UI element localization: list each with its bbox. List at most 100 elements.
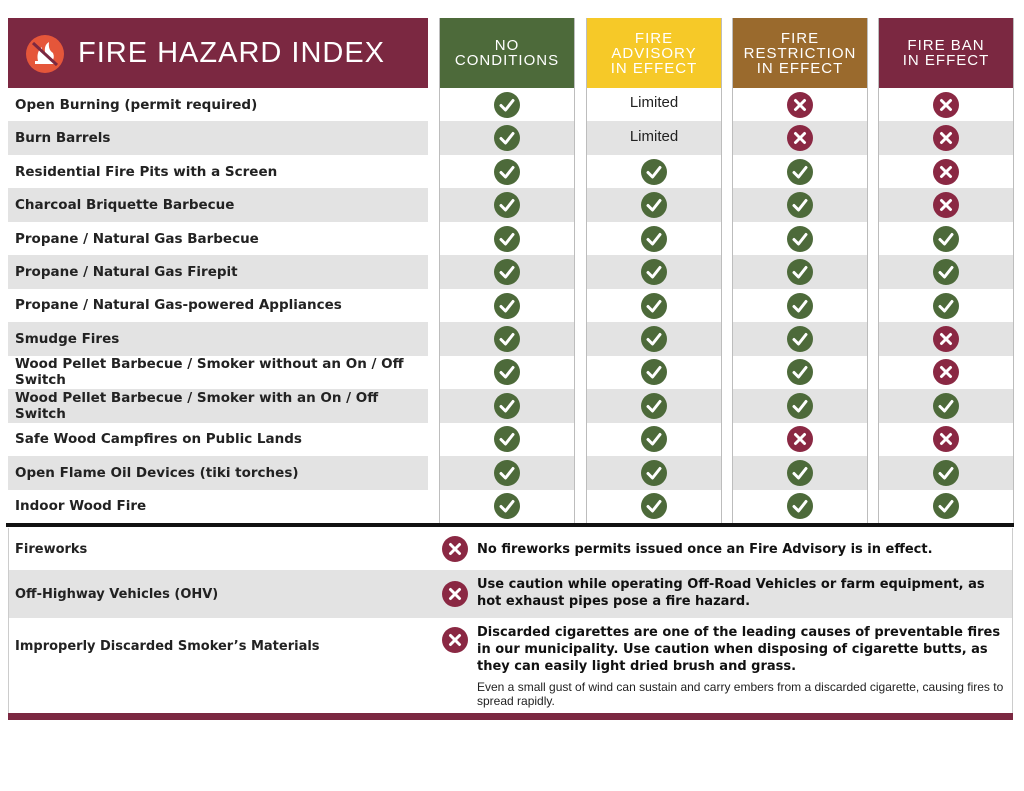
fire-icon [26, 35, 64, 73]
check-icon [494, 225, 520, 252]
check-icon [494, 359, 520, 386]
x-icon [933, 426, 959, 453]
x-icon [787, 125, 813, 152]
x-icon [787, 91, 813, 118]
row-label: Indoor Wood Fire [8, 489, 428, 523]
check-icon [494, 426, 520, 453]
check-icon [494, 292, 520, 319]
row-label: Propane / Natural Gas Barbecue [8, 221, 428, 256]
check-icon [787, 325, 813, 352]
x-icon [442, 581, 468, 607]
check-icon [787, 259, 813, 286]
x-icon [933, 91, 959, 118]
check-icon [787, 392, 813, 419]
cell-background [587, 88, 721, 122]
x-icon [933, 325, 959, 352]
check-icon [641, 225, 667, 252]
check-icon [494, 91, 520, 118]
row-label: Open Flame Oil Devices (tiki torches) [8, 456, 428, 490]
check-icon [494, 259, 520, 286]
check-icon [933, 459, 959, 486]
check-icon [494, 459, 520, 486]
column-header-line: RESTRICTION [743, 44, 857, 62]
x-icon [787, 426, 813, 453]
x-icon [442, 536, 468, 562]
row-label: Wood Pellet Barbecue / Smoker without an… [8, 355, 428, 390]
column-header-line: FIRE [780, 29, 820, 47]
row-label: Safe Wood Campfires on Public Lands [8, 422, 428, 457]
row-label: Charcoal Briquette Barbecue [8, 188, 428, 222]
check-icon [641, 459, 667, 486]
row-label: Wood Pellet Barbecue / Smoker with an On… [8, 389, 428, 423]
check-icon [933, 225, 959, 252]
check-icon [494, 392, 520, 419]
check-icon [787, 225, 813, 252]
cell-text: Limited [629, 127, 679, 145]
check-icon [494, 192, 520, 219]
note-extra: Even a small gust of wind can sustain an… [477, 680, 1004, 708]
note-row [8, 570, 1013, 618]
check-icon [641, 259, 667, 286]
x-icon [933, 359, 959, 386]
check-icon [787, 459, 813, 486]
check-icon [641, 426, 667, 453]
note-label: Off-Highway Vehicles (OHV) [15, 586, 219, 602]
column-header: FIRE RESTRICTION IN EFFECT [733, 18, 867, 88]
row-label: Residential Fire Pits with a Screen [8, 154, 428, 189]
row-label: Propane / Natural Gas-powered Appliances [8, 288, 428, 323]
note-text: Discarded cigarettes are one of the lead… [477, 625, 1001, 674]
column-header-line: FIRE BAN [907, 37, 985, 54]
note-label: Fireworks [15, 541, 88, 557]
check-icon [641, 325, 667, 352]
column-header: NO CONDITIONS [440, 18, 574, 88]
column-header-line: IN EFFECT [902, 52, 990, 69]
column-header-line: IN EFFECT [756, 59, 844, 77]
check-icon [494, 158, 520, 185]
check-icon [641, 392, 667, 419]
check-icon [494, 325, 520, 352]
check-icon [933, 392, 959, 419]
check-icon [787, 493, 813, 520]
x-icon [442, 627, 468, 653]
row-label: Smudge Fires [8, 322, 428, 356]
column-header-line: FIRE [634, 29, 674, 47]
column-header: FIRE ADVISORY IN EFFECT [587, 18, 721, 88]
column-header-line: NO [494, 37, 520, 54]
note-label: Improperly Discarded Smoker’s Materials [15, 638, 320, 654]
x-icon [933, 192, 959, 219]
x-icon [933, 158, 959, 185]
column-header-line: ADVISORY [611, 44, 697, 62]
row-label: Propane / Natural Gas Firepit [8, 255, 428, 289]
column-header-line: CONDITIONS [454, 52, 560, 69]
check-icon [641, 292, 667, 319]
check-icon [641, 359, 667, 386]
check-icon [933, 493, 959, 520]
note-row [8, 618, 1013, 713]
column-header-line: IN EFFECT [610, 59, 698, 77]
check-icon [641, 158, 667, 185]
check-icon [641, 493, 667, 520]
check-icon [494, 125, 520, 152]
note-text: No fireworks permits issued once an Fire… [477, 542, 933, 557]
check-icon [494, 493, 520, 520]
check-icon [787, 292, 813, 319]
row-label: Open Burning (permit required) [8, 88, 428, 122]
check-icon [787, 359, 813, 386]
column-header: FIRE BAN IN EFFECT [879, 18, 1013, 88]
note-text: Use caution while operating Off-Road Veh… [477, 577, 985, 609]
title: FIRE HAZARD INDEX [78, 36, 386, 69]
check-icon [641, 192, 667, 219]
x-icon [933, 125, 959, 152]
check-icon [933, 292, 959, 319]
note-row [8, 528, 1013, 570]
cell-text: Limited [629, 94, 679, 112]
check-icon [787, 158, 813, 185]
divider [6, 523, 1014, 527]
check-icon [933, 259, 959, 286]
cell-background [587, 121, 721, 155]
row-label: Burn Barrels [8, 121, 428, 155]
title-bar: FIRE HAZARD INDEX [8, 18, 428, 88]
check-icon [787, 192, 813, 219]
footer-bar [8, 713, 1013, 720]
